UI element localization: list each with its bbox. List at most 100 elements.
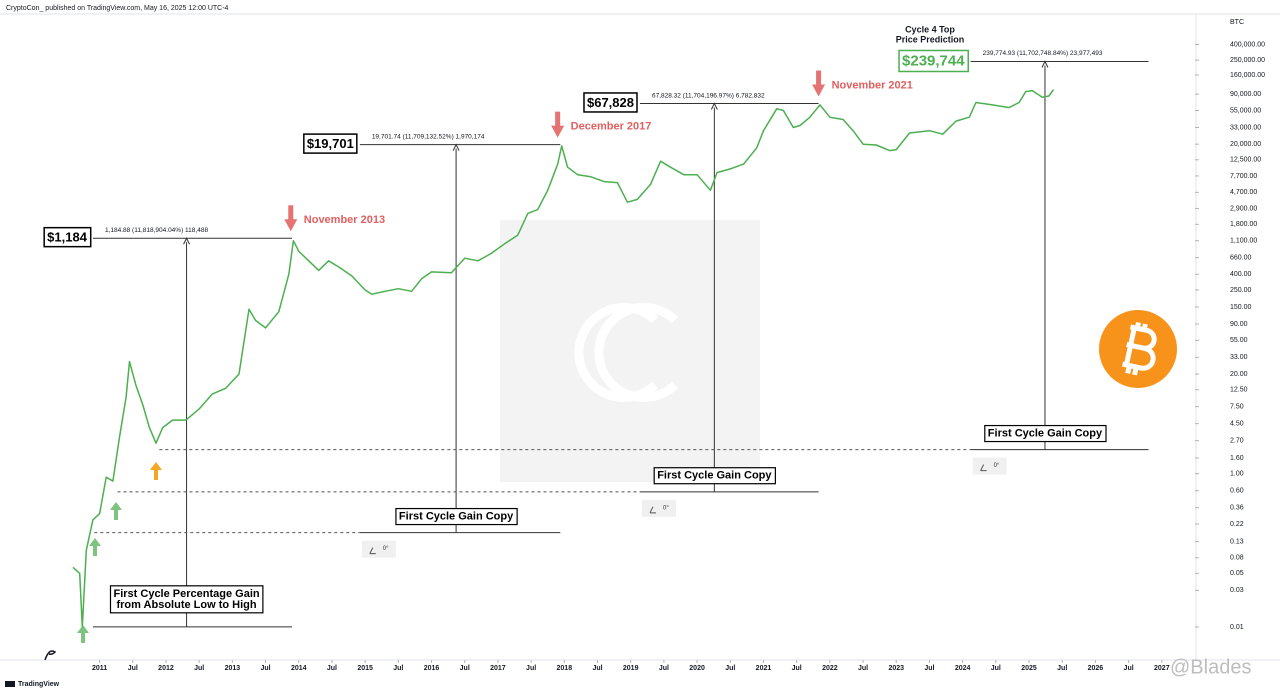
y-tick-label: 4,700.00 — [1230, 189, 1257, 196]
angle-label: 0° — [994, 463, 1000, 469]
y-tick-label: 160,000.00 — [1230, 72, 1265, 79]
x-tick-label: 2016 — [424, 665, 440, 672]
x-tick-label: 2019 — [623, 665, 639, 672]
x-tick-label: Jul — [592, 665, 602, 672]
y-tick-label: 0.60 — [1230, 488, 1244, 495]
y-tick-label: 660.00 — [1230, 255, 1252, 262]
x-tick-label: 2024 — [955, 665, 971, 672]
note-text: First Cycle Gain Copy — [657, 470, 772, 482]
x-tick-label: Jul — [1057, 665, 1067, 672]
y-tick-label: 1.00 — [1230, 471, 1244, 478]
x-tick-label: 2027 — [1154, 665, 1170, 672]
y-tick-label: 7.50 — [1230, 403, 1244, 410]
note-box — [984, 424, 1107, 443]
price-label: $1,184 — [47, 230, 88, 245]
note-text: First Cycle Gain Copy — [988, 428, 1103, 440]
y-tick-label: 55.00 — [1230, 337, 1248, 344]
x-tick-label: 2021 — [756, 665, 772, 672]
angle-label: 0° — [383, 546, 389, 552]
measure-detail: 67,828.32 (11,704,196.97%) 6,782,832 — [652, 92, 765, 99]
y-tick-label: 1,800.00 — [1230, 221, 1257, 228]
x-tick-label: 2018 — [557, 665, 573, 672]
header: CryptoCon_ published on TradingView.com,… — [6, 5, 229, 12]
y-tick-label: 250,000.00 — [1230, 57, 1265, 64]
x-tick-label: 2023 — [888, 665, 904, 672]
brand: TradingView — [18, 681, 60, 688]
chart-title: Price Prediction — [896, 34, 965, 44]
price-box — [898, 49, 969, 73]
x-tick-label: Jul — [460, 665, 470, 672]
bitcoin-logo — [1099, 310, 1177, 388]
x-tick-label: 2026 — [1088, 665, 1104, 672]
note-box — [653, 467, 776, 485]
angle-box — [361, 540, 396, 558]
price-label: $239,744 — [902, 52, 965, 69]
y-tick-label: 0.05 — [1230, 570, 1244, 577]
x-tick-label: Jul — [924, 665, 934, 672]
watermark-text: @Blades — [1170, 656, 1251, 678]
y-tick-label: 12,500.00 — [1230, 157, 1261, 164]
note-box — [109, 585, 264, 614]
x-tick-label: Jul — [128, 665, 138, 672]
y-tick-label: 33.00 — [1230, 354, 1248, 361]
measure-arrow — [710, 102, 718, 110]
x-tick-label: Jul — [194, 665, 204, 672]
watermark-logo — [574, 303, 679, 402]
x-tick-label: Jul — [260, 665, 270, 672]
measure-arrow — [1041, 60, 1049, 68]
watermark-panel — [500, 220, 760, 482]
x-tick-label: 2017 — [490, 665, 506, 672]
x-tick-label: 2022 — [822, 665, 838, 672]
measure-detail: 19,701.74 (11,709,132.52%) 1,970,174 — [372, 133, 485, 140]
tool-icon — [44, 650, 57, 661]
top-arrow — [812, 70, 826, 97]
x-tick-label: 2012 — [158, 665, 174, 672]
top-arrow — [551, 111, 565, 138]
y-tick-label: 4.50 — [1230, 420, 1244, 427]
y-tick-label: 0.22 — [1230, 521, 1244, 528]
x-tick-label: 2011 — [92, 665, 107, 672]
x-tick-label: Jul — [659, 665, 669, 672]
x-tick-label: 2014 — [291, 665, 307, 672]
x-tick-label: Jul — [792, 665, 802, 672]
x-tick-label: Jul — [858, 665, 868, 672]
y-tick-label: 2.70 — [1230, 437, 1244, 444]
brand-logo — [5, 681, 15, 687]
y-tick-label: 2,900.00 — [1230, 205, 1257, 212]
price-box — [303, 133, 358, 154]
x-tick-label: Jul — [991, 665, 1001, 672]
y-tick-label: 20.00 — [1230, 371, 1248, 378]
y-axis-label: BTC — [1230, 19, 1244, 26]
y-tick-label: 0.36 — [1230, 505, 1244, 512]
measure-arrow — [183, 237, 191, 245]
price-label: $19,701 — [307, 136, 354, 151]
angle-icon — [980, 464, 987, 472]
x-tick-label: Jul — [725, 665, 735, 672]
y-tick-label: 150.00 — [1230, 304, 1252, 311]
top-label: November 2013 — [304, 214, 385, 226]
x-tick-label: 2025 — [1021, 665, 1037, 672]
x-tick-label: 2020 — [689, 665, 705, 672]
x-tick-label: Jul — [327, 665, 337, 672]
x-tick-label: 2013 — [225, 665, 241, 672]
top-label: November 2021 — [832, 79, 913, 91]
price-label: $67,828 — [587, 95, 634, 110]
y-tick-label: 7,700.00 — [1230, 173, 1257, 180]
x-tick-label: Jul — [526, 665, 536, 672]
y-tick-label: 1.60 — [1230, 455, 1244, 462]
angle-box — [972, 457, 1007, 475]
angle-box — [641, 499, 676, 517]
y-tick-label: 20,000.00 — [1230, 141, 1261, 148]
note-text: First Cycle Percentage Gain — [113, 588, 259, 600]
top-arrow — [284, 205, 298, 232]
top-label: December 2017 — [571, 121, 652, 133]
note-box — [395, 507, 518, 526]
price-box — [583, 92, 638, 113]
y-tick-label: 0.13 — [1230, 538, 1244, 545]
y-tick-label: 55,000.00 — [1230, 107, 1261, 114]
note-text: First Cycle Gain Copy — [399, 511, 514, 523]
x-tick-label: Jul — [393, 665, 403, 672]
y-tick-label: 12.50 — [1230, 386, 1248, 393]
